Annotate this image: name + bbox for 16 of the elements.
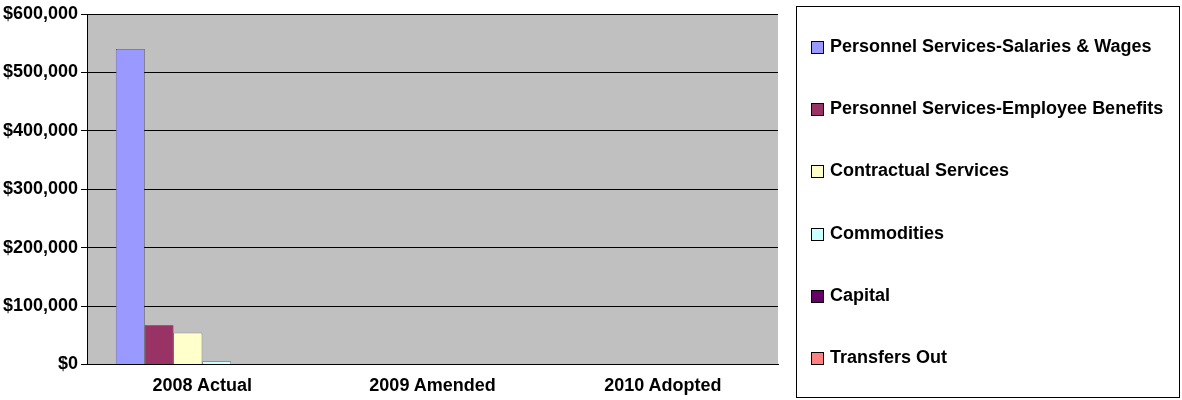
- y-tick-label: $400,000: [3, 119, 79, 140]
- y-tick-label: $300,000: [3, 178, 79, 199]
- y-tick-label: $200,000: [3, 236, 79, 257]
- legend-label: Personnel Services-Salaries & Wages: [830, 34, 1152, 58]
- y-tick-label: $600,000: [3, 2, 79, 23]
- legend-label: Transfers Out: [830, 346, 948, 370]
- x-tick-label: 2009 Amended: [369, 375, 496, 396]
- x-tick-label: 2008 Actual: [152, 375, 252, 396]
- y-tick-label: $100,000: [3, 294, 79, 315]
- y-tick-label: $0: [58, 353, 79, 374]
- legend-label: Capital: [830, 283, 891, 307]
- x-tick-label: 2010 Adopted: [604, 375, 722, 396]
- legend-label: Contractual Services: [830, 159, 1010, 183]
- y-tick-label: $500,000: [3, 61, 79, 82]
- legend-label: Personnel Services-Employee Benefits: [830, 97, 1164, 120]
- legend-label: Commodities: [830, 221, 945, 245]
